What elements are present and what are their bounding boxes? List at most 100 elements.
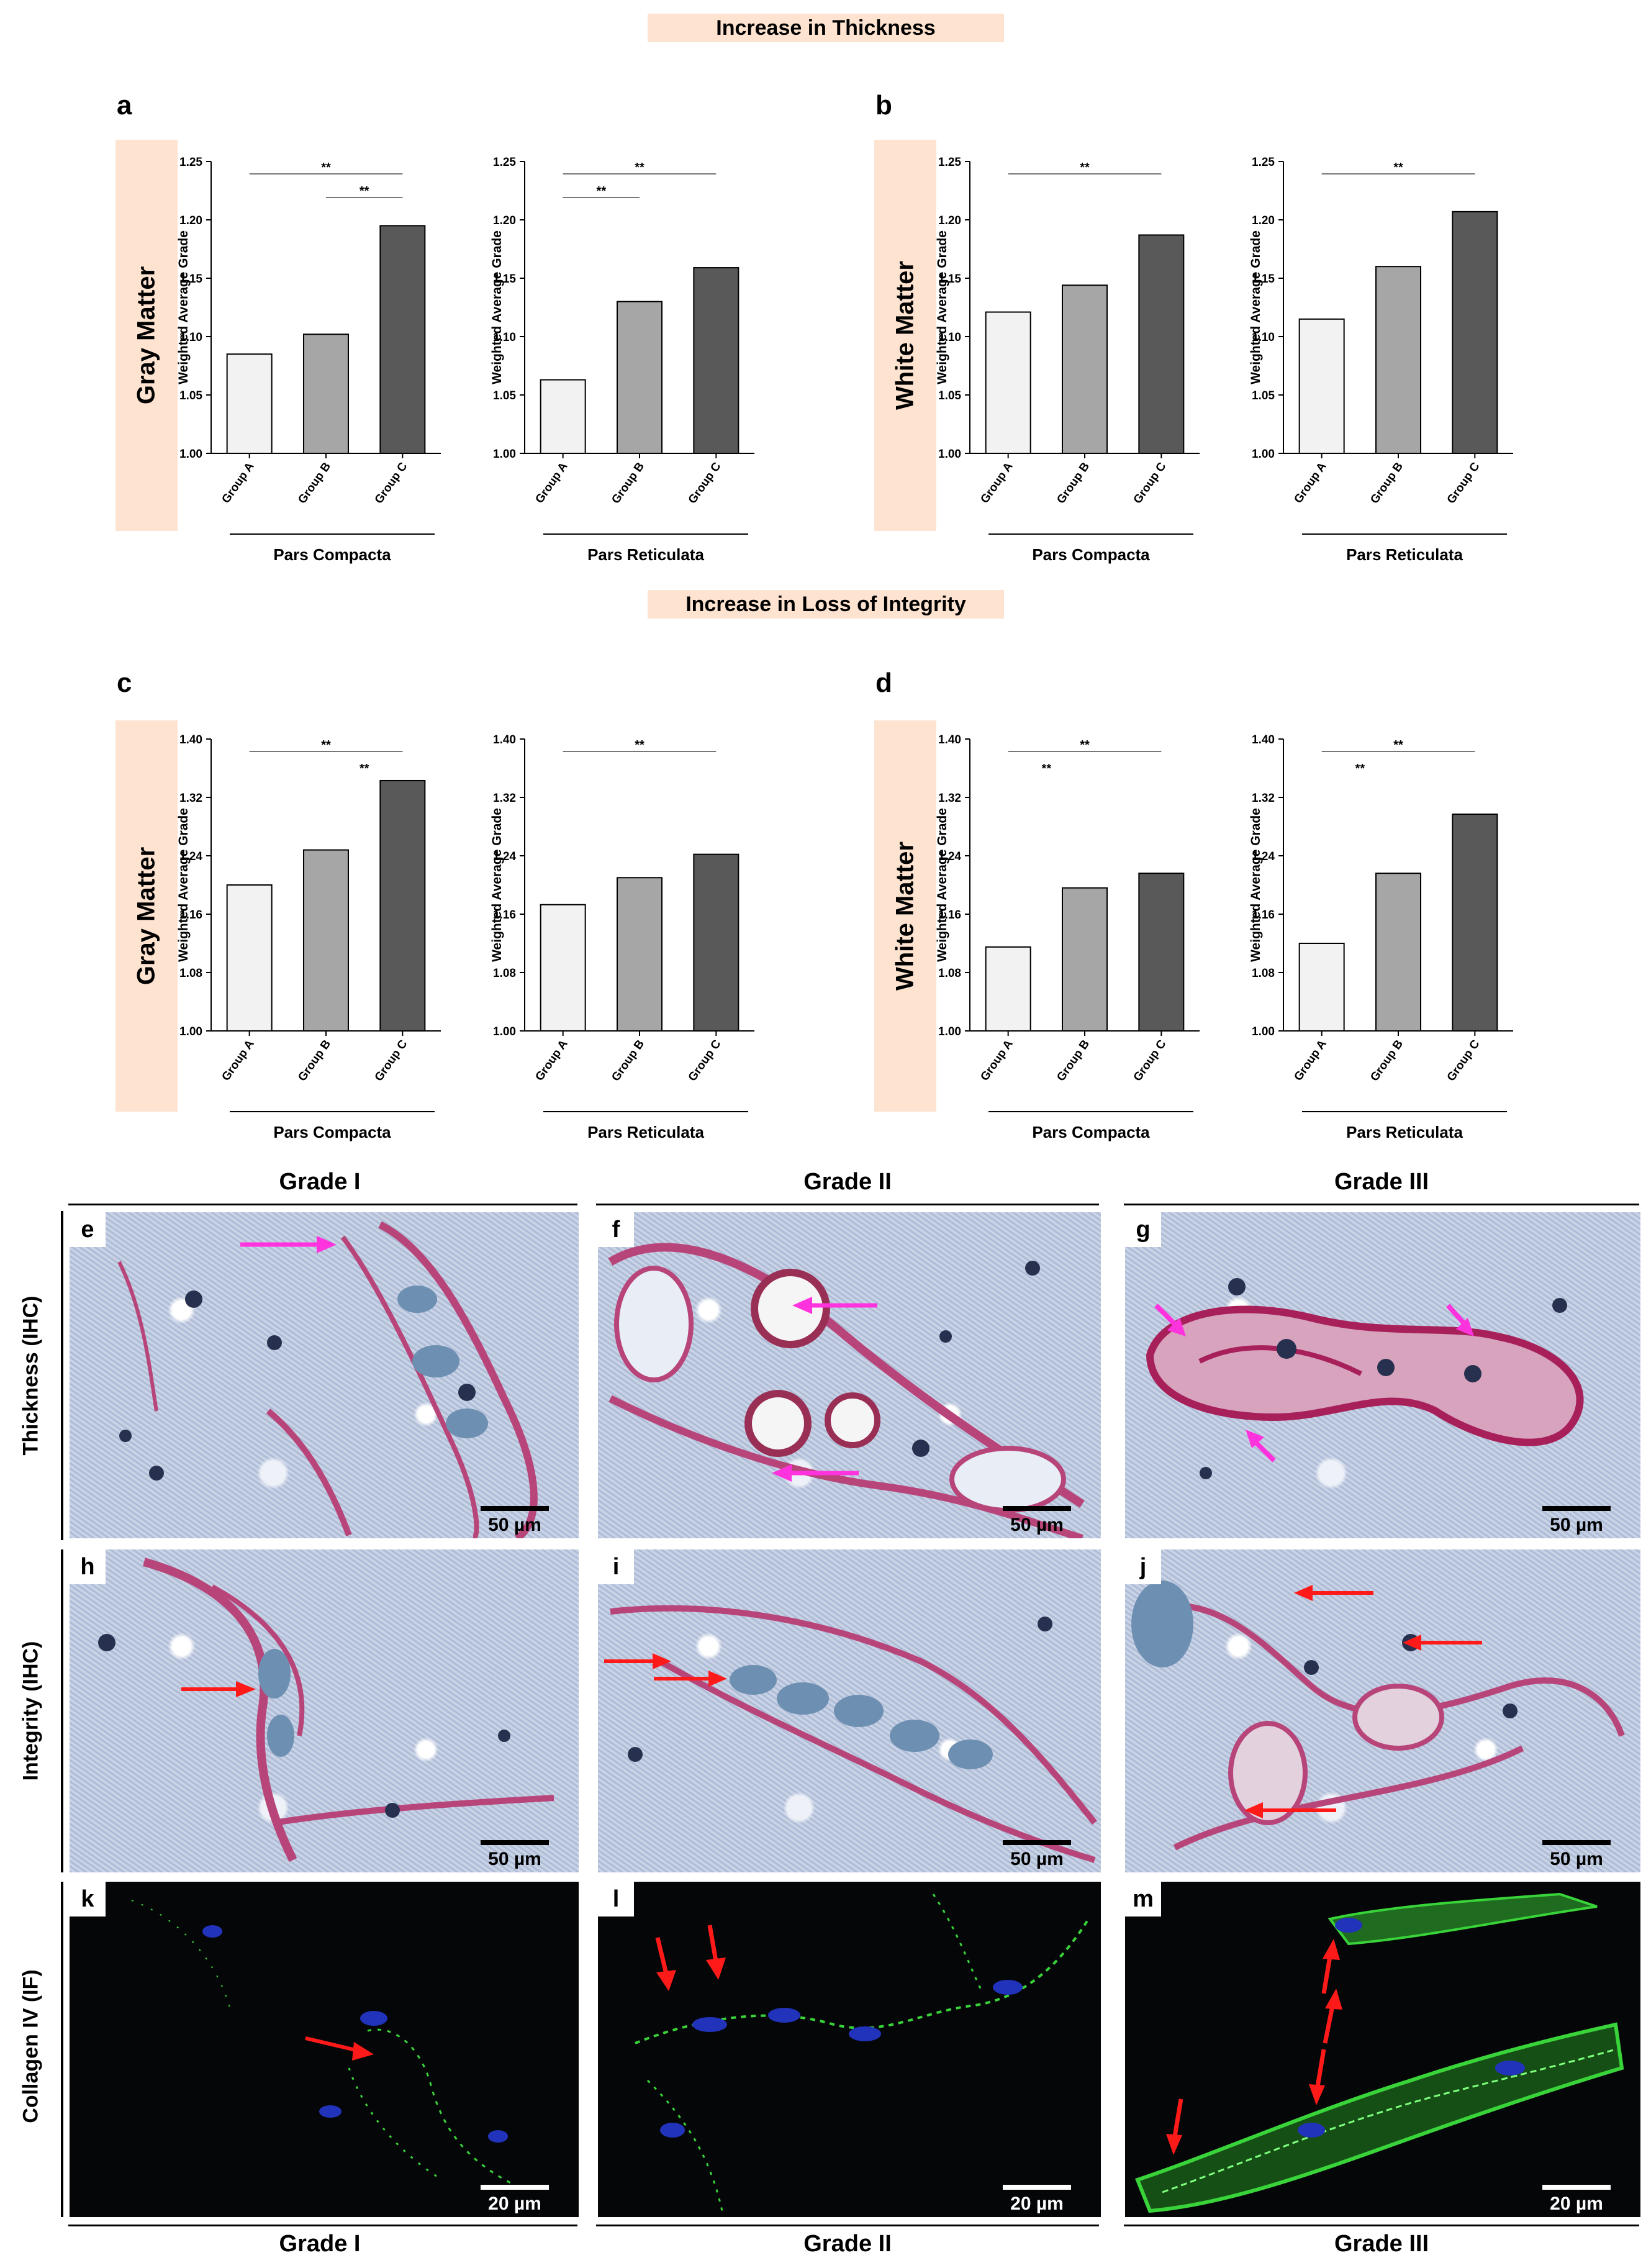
significance-label: ** xyxy=(635,161,645,175)
y-tick-label: 1.05 xyxy=(938,389,961,402)
y-tick-label: 1.24 xyxy=(179,850,202,863)
bar-chart-b-pars-compacta: 1.00 1.05 1.10 1.15 1.20 1.25 Weighted Average… xyxy=(935,156,1200,564)
row-band-c: Gray Matter xyxy=(115,720,178,1112)
y-tick-label: 1.16 xyxy=(938,909,961,922)
y-axis-label: Weighted Average Grade xyxy=(1249,808,1263,962)
bar-group-c xyxy=(1138,234,1185,454)
micrograph-g: g 50 µm xyxy=(1125,1212,1640,1538)
x-tick-label: Group A xyxy=(533,1038,571,1084)
significance-label: ** xyxy=(321,738,331,752)
grade-footer-1: Grade I xyxy=(279,2231,361,2257)
scale-bar-label: 50 µm xyxy=(488,1515,541,1535)
row-label-white-matter: White Matter xyxy=(891,841,919,991)
y-tick-label: 1.15 xyxy=(179,273,202,286)
scale-bar-label: 20 µm xyxy=(488,2193,541,2214)
bar-group-a xyxy=(1298,943,1345,1032)
y-tick-label: 1.08 xyxy=(179,967,202,980)
micrograph-l: l 20 µm xyxy=(598,1882,1101,2217)
y-axis-label: Weighted Average Grade xyxy=(935,808,949,962)
y-tick-label: 1.25 xyxy=(938,156,961,169)
y-tick-label: 1.24 xyxy=(493,850,516,863)
grade-header-top-1-rule xyxy=(68,1204,577,1205)
scale-bar-label: 50 µm xyxy=(488,1849,541,1869)
micrograph-letter: m xyxy=(1125,1882,1161,1916)
x-axis-label: Pars Reticulata xyxy=(587,545,704,564)
scale-bar-label: 50 µm xyxy=(1010,1515,1064,1535)
y-tick-label: 1.40 xyxy=(179,733,202,746)
bar-group-b xyxy=(1375,266,1421,454)
row-band-b: White Matter xyxy=(874,140,936,531)
significance-label: ** xyxy=(1393,161,1403,175)
row-label-thickness-ihc: Thickness (IHC) xyxy=(19,1295,43,1456)
x-tick-label: Group B xyxy=(1054,460,1092,506)
y-tick-label: 1.20 xyxy=(493,214,516,227)
x-tick-label: Group B xyxy=(296,1038,333,1084)
row-label-collagen-if: Collagen IV (IF) xyxy=(19,1969,43,2123)
grade-footer-2: Grade II xyxy=(803,2231,892,2257)
scale-bar-label: 20 µm xyxy=(1010,2193,1064,2214)
row-label-white-matter: White Matter xyxy=(891,261,919,410)
x-tick-label: Group B xyxy=(296,460,333,506)
panel-letter-a: a xyxy=(117,90,132,120)
y-tick-label: 1.40 xyxy=(493,733,516,746)
micrograph-m: m 20 µm xyxy=(1125,1882,1640,2217)
row-divider-collagen xyxy=(61,1882,63,2217)
y-tick-label: 1.05 xyxy=(1252,389,1275,402)
micrograph-h: h 50 µm xyxy=(70,1549,579,1872)
bar-chart-c-pars-reticulata: 1.00 1.08 1.16 1.24 1.32 1.40 Weighted Average… xyxy=(490,733,754,1141)
bar-group-c xyxy=(379,225,426,455)
scale-bar xyxy=(1542,1840,1611,1845)
scale-bar xyxy=(481,2185,549,2190)
y-tick-label: 1.10 xyxy=(179,331,202,344)
bar-group-c xyxy=(1452,814,1498,1032)
x-tick-label: Group A xyxy=(978,460,1016,506)
scale-bar xyxy=(1003,1840,1071,1845)
y-tick-label: 1.16 xyxy=(179,909,202,922)
scale-bar-label: 50 µm xyxy=(1550,1515,1603,1535)
x-axis-label: Pars Compacta xyxy=(1032,1123,1150,1141)
micrograph-letter: f xyxy=(598,1212,634,1247)
row-band-d: White Matter xyxy=(874,720,936,1112)
x-axis-label: Pars Compacta xyxy=(273,1123,391,1141)
micrograph-letter: j xyxy=(1125,1549,1161,1584)
y-tick-label: 1.40 xyxy=(938,733,961,746)
significance-label: ** xyxy=(597,184,607,198)
bar-chart-d-pars-compacta: 1.00 1.08 1.16 1.24 1.32 1.40 Weighted Average… xyxy=(935,733,1200,1141)
row-label-gray-matter: Gray Matter xyxy=(132,266,160,405)
scale-bar xyxy=(481,1840,549,1845)
grade-header-top-2: Grade II xyxy=(803,1169,892,1195)
x-tick-label: Group A xyxy=(219,460,257,506)
x-tick-label: Group C xyxy=(1445,1038,1483,1084)
x-tick-label: Group C xyxy=(373,460,410,507)
x-tick-label: Group C xyxy=(1131,460,1169,507)
micrograph-letter: i xyxy=(598,1549,634,1584)
bar-group-b xyxy=(1375,873,1421,1032)
bar-chart-b-pars-reticulata: 1.00 1.05 1.10 1.15 1.20 1.25 Weighted Average… xyxy=(1249,156,1513,564)
y-tick-label: 1.20 xyxy=(938,214,961,227)
x-tick-label: Group C xyxy=(1131,1038,1169,1084)
scale-bar xyxy=(1003,2185,1071,2190)
bar-group-c xyxy=(1452,211,1498,454)
panel-letter-c: c xyxy=(117,668,132,698)
x-tick-label: Group B xyxy=(609,460,647,506)
section-title-integrity: Increase in Loss of Integrity xyxy=(648,590,1004,619)
x-tick-label: Group B xyxy=(1368,460,1406,506)
y-tick-label: 1.00 xyxy=(493,448,516,461)
x-axis-label: Pars Reticulata xyxy=(1346,1123,1463,1141)
y-tick-label: 1.20 xyxy=(1252,214,1275,227)
row-divider-thickness xyxy=(61,1211,63,1540)
micrograph-letter: k xyxy=(70,1882,106,1916)
bar-group-b xyxy=(1062,284,1108,454)
significance-label: ** xyxy=(635,738,645,752)
bar-chart-a-pars-compacta: 1.00 1.05 1.10 1.15 1.20 1.25 Weighted Average… xyxy=(176,156,441,564)
x-tick-label: Group C xyxy=(373,1038,410,1084)
bar-chart-a-pars-reticulata: 1.00 1.05 1.10 1.15 1.20 1.25 Weighted Average… xyxy=(490,156,754,564)
y-axis-label: Weighted Average Grade xyxy=(176,230,191,384)
y-tick-label: 1.40 xyxy=(1252,733,1275,746)
x-tick-label: Group C xyxy=(1445,460,1483,507)
row-band-a: Gray Matter xyxy=(115,140,178,531)
y-tick-label: 1.10 xyxy=(493,331,516,344)
x-axis-label: Pars Compacta xyxy=(273,545,391,564)
significance-label: ** xyxy=(1080,738,1090,752)
x-tick-label: Group A xyxy=(978,1038,1016,1084)
